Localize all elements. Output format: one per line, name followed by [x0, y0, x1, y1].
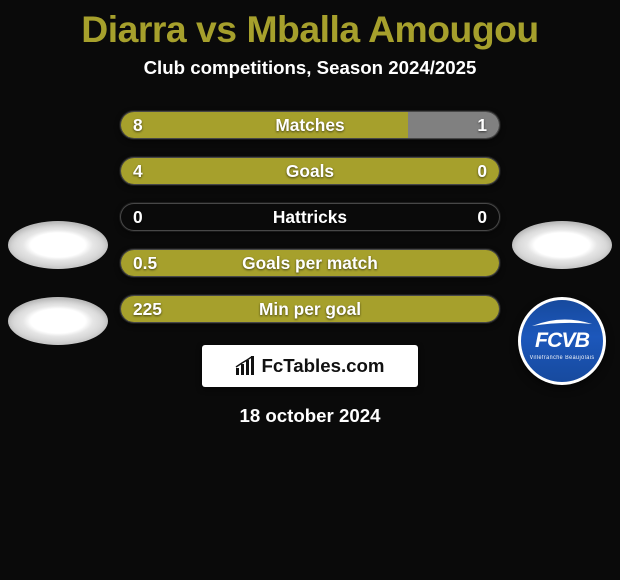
bar-row: Hattricks0 0 — [120, 203, 500, 231]
bar-value-left: 0.5 — [133, 250, 157, 276]
bar-row: Goals per match0.5 — [120, 249, 500, 277]
title-separator: vs — [196, 8, 237, 50]
club-badge-right: FCVB Villefranche Beaujolais — [518, 297, 606, 385]
page-title: Diarra vs Mballa Amougou — [0, 0, 620, 51]
avatar-placeholder-left — [8, 221, 108, 269]
bar-value-right: 0 — [477, 158, 487, 184]
bar-label: Hattricks — [121, 204, 499, 230]
bar-value-left: 225 — [133, 296, 162, 322]
player-right-slot: FCVB Villefranche Beaujolais — [512, 221, 612, 385]
bar-value-left: 4 — [133, 158, 143, 184]
player-left-name: Diarra — [81, 8, 186, 50]
branding-text: FcTables.com — [261, 355, 384, 377]
bar-label: Min per goal — [121, 296, 499, 322]
bar-row: Min per goal225 — [120, 295, 500, 323]
club-badge-placeholder-left — [8, 297, 108, 345]
branding-badge: FcTables.com — [202, 345, 418, 387]
bar-label: Matches — [121, 112, 499, 138]
bar-row: Matches8 1 — [120, 111, 500, 139]
date-line: 18 october 2024 — [0, 405, 620, 427]
comparison-section: FCVB Villefranche Beaujolais Matches81Go… — [0, 111, 620, 323]
club-badge-code: FCVB — [535, 328, 589, 353]
club-badge-subtext: Villefranche Beaujolais — [530, 355, 595, 361]
subtitle: Club competitions, Season 2024/2025 — [0, 57, 620, 79]
bar-value-left: 0 — [133, 204, 143, 230]
bar-value-right: 0 — [477, 204, 487, 230]
bar-label: Goals — [121, 158, 499, 184]
swoosh-icon — [530, 318, 594, 328]
bar-value-left: 8 — [133, 112, 143, 138]
player-right-name: Mballa Amougou — [246, 8, 538, 50]
bar-value-right: 1 — [477, 112, 487, 138]
comparison-bars: Matches81Goals40Hattricks00Goals per mat… — [120, 111, 500, 323]
chart-icon — [235, 356, 255, 376]
bar-row: Goals4 0 — [120, 157, 500, 185]
avatar-placeholder-right — [512, 221, 612, 269]
bar-label: Goals per match — [121, 250, 499, 276]
player-left-slot — [8, 221, 108, 345]
